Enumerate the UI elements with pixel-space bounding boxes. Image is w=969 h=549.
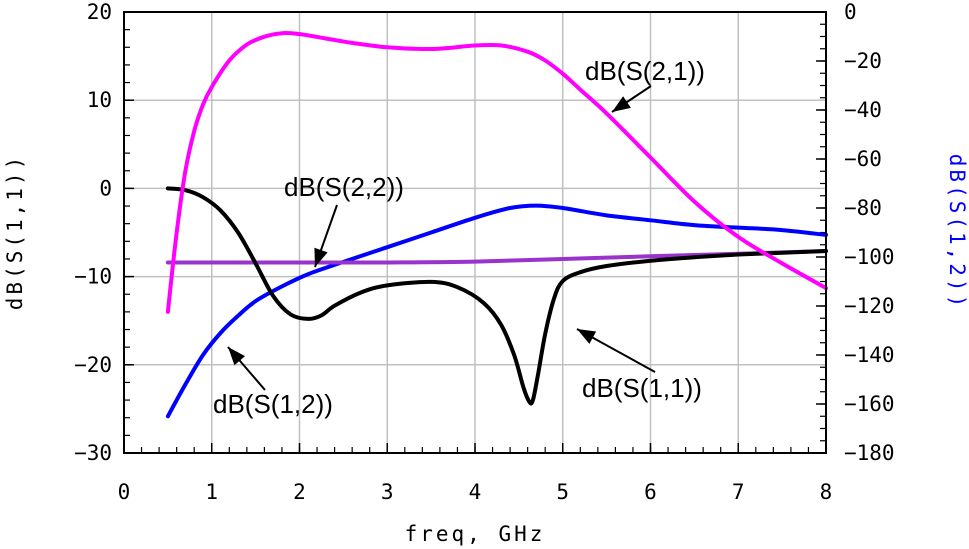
x-tick-labels: 0 1 2 3 4 5 6 7 8: [118, 480, 833, 504]
s12-line: [165, 203, 828, 419]
x-tick-label: 5: [556, 480, 569, 504]
annotation-s21-label: dB(S(2,1)): [585, 56, 705, 86]
x-tick-label: 4: [469, 480, 482, 504]
y-right-tick-label: −20: [844, 49, 882, 73]
annotation-s12-label: dB(S(1,2)): [213, 389, 333, 419]
arrow-s11-head: [577, 329, 597, 344]
x-tick-label: 2: [293, 480, 306, 504]
y-left-axis-title: dB(S(1,1)): [3, 154, 27, 310]
y-left-tick-label: 0: [99, 176, 112, 200]
s21-line: [165, 31, 828, 314]
y-right-tick-label: −140: [844, 343, 895, 367]
x-tick-label: 1: [205, 480, 218, 504]
annotation-s11-label: dB(S(1,1)): [582, 373, 702, 403]
x-axis-title: freq, GHz: [405, 522, 546, 546]
y-right-tick-label: −180: [844, 441, 895, 465]
y-left-tick-label: 20: [87, 0, 112, 24]
x-tick-label: 7: [732, 480, 745, 504]
arrow-s21-head: [612, 96, 631, 112]
plot-frame: [123, 11, 827, 454]
y-right-axis-title: dB(S(1,2)): [945, 154, 969, 310]
y-right-tick-labels: 0 −20 −40 −60 −80 −100 −120 −140 −160 −180: [844, 0, 895, 465]
y-left-tick-label: −30: [74, 441, 112, 465]
x-tick-label: 8: [820, 480, 833, 504]
y-right-tick-label: 0: [844, 0, 857, 24]
annotation-arrows: [227, 85, 656, 391]
annotations: dB(S(2,1)) dB(S(2,2)) dB(S(1,2)) dB(S(1,…: [213, 56, 705, 419]
y-right-tick-label: −80: [844, 196, 882, 220]
y-right-tick-label: −160: [844, 392, 895, 416]
y-left-tick-label: 10: [87, 88, 112, 112]
s11-line: [165, 186, 828, 406]
x-tick-label: 3: [381, 480, 394, 504]
y-right-tick-label: −120: [844, 294, 895, 318]
y-right-tick-label: −100: [844, 245, 895, 269]
y-right-tick-label: −40: [844, 98, 882, 122]
x-tick-label: 6: [644, 480, 657, 504]
arrow-s22-head: [314, 247, 328, 267]
grid-lines: [124, 12, 826, 453]
y-left-tick-labels: 20 10 0 −10 −20 −30: [74, 0, 112, 465]
y-right-tick-label: −60: [844, 147, 882, 171]
series-lines: [165, 31, 828, 419]
arrow-s12-head: [228, 347, 246, 366]
annotation-s22-label: dB(S(2,2)): [284, 172, 404, 202]
y-left-tick-label: −20: [74, 353, 112, 377]
x-tick-label: 0: [118, 480, 131, 504]
y-left-tick-label: −10: [74, 265, 112, 289]
